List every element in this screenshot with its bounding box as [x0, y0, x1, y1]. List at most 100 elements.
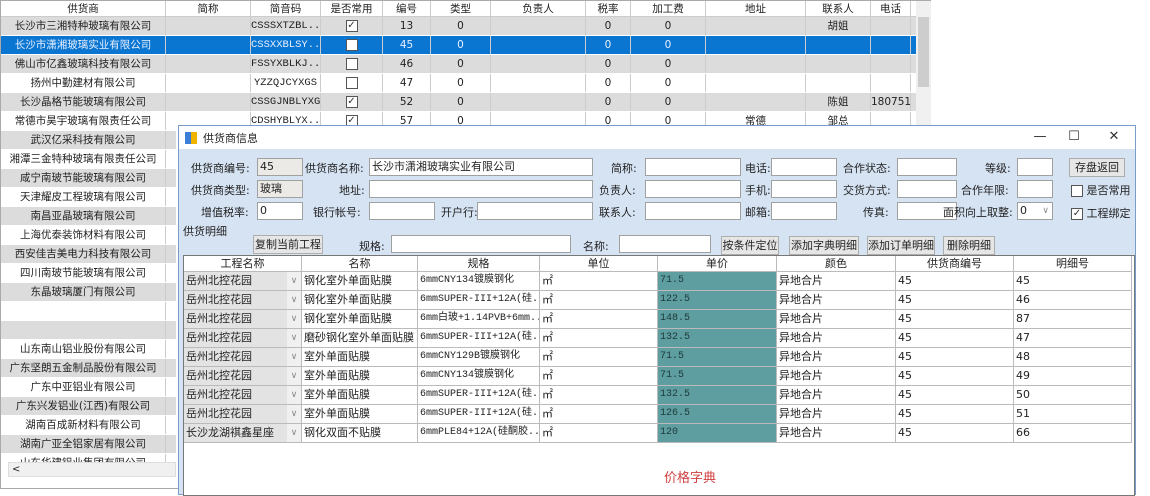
column-header[interactable]: 地址 [706, 1, 806, 16]
grid-cell[interactable]: ㎡ [540, 424, 658, 443]
grid-cell[interactable]: 6mmCNY129B镀膜钢化 [418, 348, 540, 367]
table-row[interactable]: 长沙市潇湘玻璃实业有限公司 CSSXXBLSY... 45 0 0 0 [1, 36, 916, 55]
bank-field[interactable] [477, 202, 593, 220]
grid-cell[interactable]: 异地合片 [777, 386, 896, 405]
chevron-down-icon[interactable]: ∨ [287, 310, 301, 328]
supplier-name-field[interactable]: 长沙市潇湘玻璃实业有限公司 [369, 158, 593, 176]
grid-cell[interactable]: 6mmSUPER-III+12A(硅... [418, 291, 540, 310]
project-combo[interactable]: 岳州北控花园 ∨ [184, 272, 302, 291]
grid-cell[interactable]: 45 [1014, 272, 1132, 291]
table-row[interactable]: 山东南山铝业股份有限公司 [1, 340, 176, 359]
grid-cell[interactable]: 异地合片 [777, 405, 896, 424]
grid-cell[interactable]: 45 [896, 405, 1014, 424]
checkbox-icon[interactable] [345, 58, 358, 70]
chevron-down-icon[interactable]: ∨ [287, 405, 301, 423]
grid-cell[interactable]: ㎡ [540, 405, 658, 424]
grid-row[interactable]: 岳州北控花园 ∨ 室外单面贴膜 6mmSUPER-III+12A(硅... ㎡ 126.5… [184, 405, 1134, 424]
grid-cell[interactable]: 71.5 [658, 367, 777, 386]
add-order-detail-button[interactable]: 添加订单明细 [867, 236, 935, 255]
grid-column-header[interactable]: 颜色 [777, 256, 896, 272]
grid-cell[interactable]: 6mmPLE84+12A(硅酮胶... [418, 424, 540, 443]
cell-common[interactable]: ✓ [321, 112, 383, 130]
grid-cell[interactable]: 异地合片 [777, 424, 896, 443]
grid-cell[interactable]: 51 [1014, 405, 1132, 424]
checkbox-icon[interactable] [345, 39, 358, 51]
checkbox-checked-icon[interactable]: ✓ [345, 96, 358, 108]
save-return-button[interactable]: 存盘返回 [1069, 158, 1125, 177]
coop-years-field[interactable] [1017, 180, 1053, 198]
grid-cell[interactable]: 异地合片 [777, 329, 896, 348]
address-field[interactable] [369, 180, 593, 198]
short-field[interactable] [645, 158, 741, 176]
cell-common[interactable] [321, 74, 383, 92]
column-header[interactable]: 类型 [431, 1, 491, 16]
maximize-icon[interactable]: ☐ [1068, 129, 1080, 144]
table-row[interactable]: 湖南广亚全铝家居有限公司 [1, 435, 176, 454]
grid-cell[interactable]: 室外单面贴膜 [302, 348, 418, 367]
grid-cell[interactable]: 45 [896, 367, 1014, 386]
grid-column-header[interactable]: 明细号 [1014, 256, 1132, 272]
table-row[interactable]: 长沙市三湘特种玻璃有限公司 CSSSXTZBL... ✓ 13 0 0 0 胡姐 [1, 17, 916, 36]
grid-column-header[interactable]: 名称 [302, 256, 418, 272]
table-row[interactable]: 湖南百成新材料有限公司 [1, 416, 176, 435]
cell-common[interactable] [321, 36, 383, 54]
column-header[interactable]: 供货商 [1, 1, 166, 16]
project-combo[interactable]: 长沙龙湖祺鑫星座 ∨ [184, 424, 302, 443]
project-combo[interactable]: 岳州北控花园 ∨ [184, 291, 302, 310]
table-row[interactable]: 扬州中勤建材有限公司 YZZQJCYXGS 47 0 0 0 [1, 74, 916, 93]
grid-cell[interactable]: 87 [1014, 310, 1132, 329]
chevron-down-icon[interactable]: ∨ [287, 291, 301, 309]
spec-field[interactable] [391, 235, 571, 253]
table-row[interactable]: 广东坚朗五金制品股份有限公司 [1, 359, 176, 378]
level-field[interactable] [1017, 158, 1053, 176]
grid-row[interactable]: 岳州北控花园 ∨ 钢化室外单面贴膜 6mmSUPER-III+12A(硅... ㎡ 122… [184, 291, 1134, 310]
grid-cell[interactable]: 6mmSUPER-III+12A(硅... [418, 386, 540, 405]
table-row[interactable]: 西安佳吉美电力科技有限公司 [1, 245, 176, 264]
grid-cell[interactable]: 磨砂钢化室外单面贴膜 [302, 329, 418, 348]
column-header[interactable]: 编号 [383, 1, 431, 16]
phone-field[interactable] [771, 158, 837, 176]
column-header[interactable]: 简音码 [251, 1, 321, 16]
chevron-down-icon[interactable]: ∨ [287, 348, 301, 366]
grid-cell[interactable]: 6mmCNY134镀膜钢化 [418, 367, 540, 386]
table-row[interactable]: 武汉亿采科技有限公司 [1, 131, 176, 150]
grid-cell[interactable]: 50 [1014, 386, 1132, 405]
column-header[interactable]: 联系人 [806, 1, 871, 16]
grid-column-header[interactable]: 供货商编号 [896, 256, 1014, 272]
table-row[interactable]: 南昌亚晶玻璃有限公司 [1, 207, 176, 226]
checkbox-icon[interactable] [345, 77, 358, 89]
cell-common[interactable]: ✓ [321, 17, 383, 35]
name-field[interactable] [619, 235, 711, 253]
grid-cell[interactable]: 异地合片 [777, 348, 896, 367]
grid-cell[interactable]: 室外单面贴膜 [302, 386, 418, 405]
grid-cell[interactable]: 6mmCNY134镀膜钢化 [418, 272, 540, 291]
chevron-down-icon[interactable]: ∨ [287, 424, 301, 442]
grid-cell[interactable]: 126.5 [658, 405, 777, 424]
grid-cell[interactable]: 45 [896, 291, 1014, 310]
grid-cell[interactable]: 71.5 [658, 272, 777, 291]
table-row[interactable]: 四川南玻节能玻璃有限公司 [1, 264, 176, 283]
project-combo[interactable]: 岳州北控花园 ∨ [184, 348, 302, 367]
table-row[interactable] [1, 321, 176, 340]
column-header[interactable]: 税率 [586, 1, 631, 16]
vertical-scrollbar[interactable] [916, 1, 931, 131]
grid-cell[interactable]: ㎡ [540, 291, 658, 310]
supplier-no-field[interactable]: 45 [257, 158, 303, 176]
grid-column-header[interactable]: 单位 [540, 256, 658, 272]
grid-cell[interactable]: ㎡ [540, 329, 658, 348]
grid-cell[interactable]: 71.5 [658, 348, 777, 367]
grid-cell[interactable]: 6mmSUPER-III+12A(硅... [418, 405, 540, 424]
contact-field[interactable] [645, 202, 741, 220]
grid-row[interactable]: 岳州北控花园 ∨ 钢化室外单面贴膜 6mm白玻+1.14PVB+6mm... ㎡ 148.… [184, 310, 1134, 329]
grid-cell[interactable]: 45 [896, 310, 1014, 329]
grid-cell[interactable]: 49 [1014, 367, 1132, 386]
grid-cell[interactable]: 148.5 [658, 310, 777, 329]
grid-cell[interactable]: 46 [1014, 291, 1132, 310]
grid-row[interactable]: 岳州北控花园 ∨ 室外单面贴膜 6mmSUPER-III+12A(硅... ㎡ 132.5… [184, 386, 1134, 405]
type-field[interactable]: 玻璃 [257, 180, 303, 198]
grid-cell[interactable]: 45 [896, 424, 1014, 443]
grid-cell[interactable]: ㎡ [540, 310, 658, 329]
email-field[interactable] [771, 202, 837, 220]
grid-row[interactable]: 岳州北控花园 ∨ 磨砂钢化室外单面贴膜 6mmSUPER-III+12A(硅... ㎡ 1… [184, 329, 1134, 348]
